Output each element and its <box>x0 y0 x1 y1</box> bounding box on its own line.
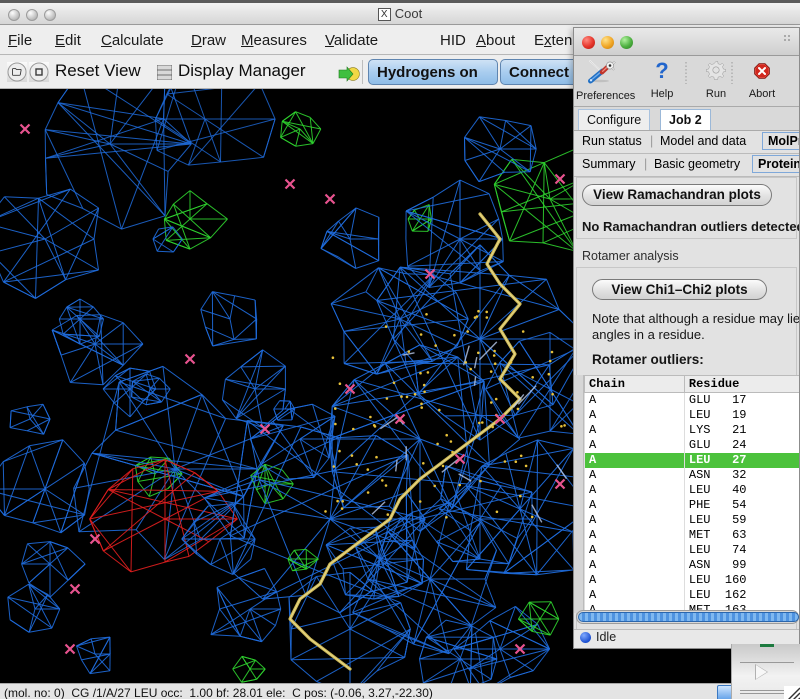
svg-text:?: ? <box>655 58 668 83</box>
